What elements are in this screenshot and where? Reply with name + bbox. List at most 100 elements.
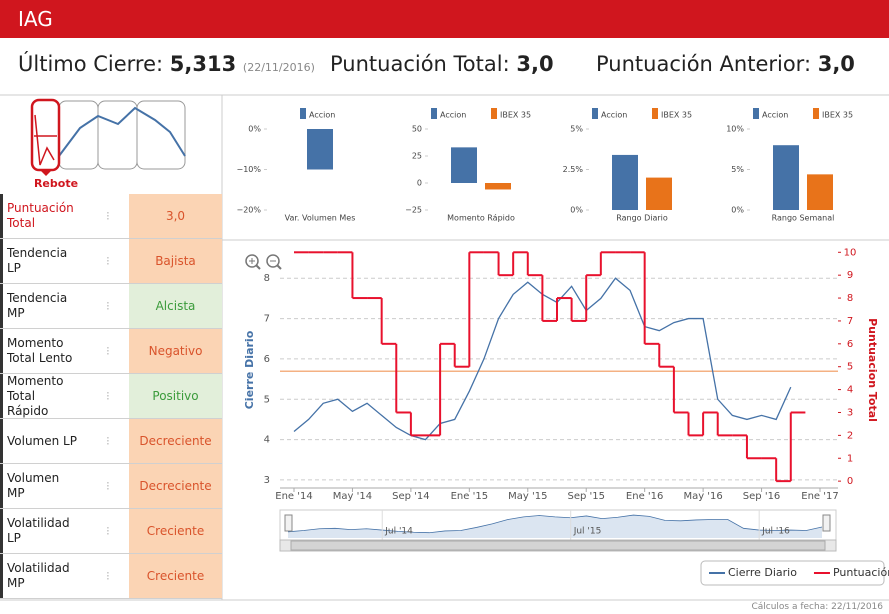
bar (451, 147, 477, 183)
indicator-label: Volumen LP (0, 419, 79, 463)
bar (612, 154, 638, 210)
y2-axis-title: Puntuacion Total (866, 318, 879, 422)
y2-tick-label: 8 (847, 293, 853, 304)
legend-box (700, 560, 885, 586)
x-tick-label: Ene '15 (451, 491, 488, 502)
date: (22/11/2016) (242, 61, 315, 74)
y-tick-label: 4 (264, 435, 270, 446)
indicator-row: Momento Total Rápido ⁝ Positivo (0, 374, 222, 419)
y-tick-label: 8 (264, 273, 270, 284)
category-label: Rango Semanal (772, 214, 835, 223)
indicator-row: Volumen MP ⁝ Decreciente (0, 464, 222, 509)
legend-label: Puntuación (833, 566, 889, 579)
y2-tick-label: 9 (847, 270, 853, 281)
indicator-row: Volatilidad MP ⁝ Creciente (0, 554, 222, 599)
y-tick-label: −10% (237, 165, 262, 174)
legend-swatch (652, 108, 658, 119)
legend-label: Accion (440, 111, 466, 120)
x-tick-label: Ene '16 (626, 491, 663, 502)
y-tick-label: 5% (731, 165, 744, 174)
legend-label: Accion (309, 111, 335, 120)
y-tick-label: 6 (264, 354, 270, 365)
y-tick-label: 5% (570, 125, 583, 134)
indicator-label: Momento Total Rápido (0, 374, 79, 418)
y2-tick-label: 1 (847, 453, 853, 464)
signal-icon (30, 98, 186, 176)
y2-tick-label: 10 (844, 247, 857, 258)
y2-tick-label: 4 (847, 385, 853, 396)
navigator-line (287, 514, 823, 534)
label: Último Cierre: (18, 52, 164, 76)
x-tick-label: Sep '16 (743, 491, 781, 502)
legend-swatch (300, 108, 306, 119)
drag-handle: ⁝ (106, 254, 110, 268)
y-tick-label: 25 (412, 152, 422, 161)
indicator-row: Momento Total Lento ⁝ Negativo (0, 329, 222, 374)
bar (646, 177, 672, 210)
indicator-value: Bajista (129, 239, 222, 283)
label: Puntuación Total: (330, 52, 510, 76)
bar (773, 145, 799, 210)
legend-swatch (431, 108, 437, 119)
drag-handle: ⁝ (106, 389, 110, 403)
x-tick-label: May '16 (683, 491, 722, 502)
y2-tick-label: 7 (847, 316, 853, 327)
legend-label: Cierre Diario (728, 566, 797, 579)
legend-label: Accion (601, 111, 627, 120)
y-tick-label: 50 (412, 125, 422, 134)
x-tick-label: Ene '14 (275, 491, 312, 502)
navigator-handle[interactable] (822, 514, 831, 532)
legend-swatch (753, 108, 759, 119)
y-tick-label: 0% (570, 206, 583, 215)
indicator-value: Negativo (129, 329, 222, 373)
legend-swatch (813, 108, 819, 119)
legend-label: IBEX 35 (500, 111, 531, 120)
value: 3,0 (817, 52, 855, 76)
footer: Cálculos a fecha: 22/11/2016 (751, 602, 883, 612)
indicator-row: Tendencia MP ⁝ Alcista (0, 284, 222, 329)
indicator-row: Puntuación Total ⁝ 3,0 (0, 194, 222, 239)
legend-label: IBEX 35 (822, 111, 853, 120)
zoom-controls[interactable] (245, 254, 282, 270)
navigator-handle[interactable] (284, 514, 293, 532)
header: IAG (0, 0, 889, 38)
y-tick-label: 0% (248, 125, 261, 134)
y2-tick-label: 0 (847, 476, 853, 487)
category-label: Momento Rápido (447, 214, 515, 223)
y2-tick-label: 2 (847, 430, 853, 441)
x-tick-label: May '14 (333, 491, 372, 502)
x-tick-label: Sep '14 (392, 491, 430, 502)
drag-handle: ⁝ (106, 479, 110, 493)
y-tick-label: 10% (726, 125, 744, 134)
indicator-value: Decreciente (129, 464, 222, 508)
header-title: IAG (18, 7, 53, 31)
legend-label: IBEX 35 (661, 111, 692, 120)
indicator-label: Puntuación Total (0, 194, 79, 238)
label: Puntuación Anterior: (596, 52, 812, 76)
bar (307, 129, 333, 170)
indicator-value: Positivo (129, 374, 222, 418)
indicator-label: Volumen MP (0, 464, 79, 508)
y-tick-label: 2.5% (563, 165, 584, 174)
y-tick-label: 0 (417, 179, 422, 188)
navigator-fill (288, 515, 822, 538)
value: 3,0 (516, 52, 554, 76)
y-axis-title: Cierre Diario (243, 330, 256, 409)
navigator-label: Jul '16 (761, 527, 790, 537)
drag-handle: ⁝ (106, 524, 110, 538)
x-tick-label: May '15 (508, 491, 547, 502)
scrollbar-thumb[interactable] (290, 540, 826, 551)
drag-handle: ⁝ (106, 434, 110, 448)
x-tick-label: Ene '17 (801, 491, 838, 502)
indicator-row: Volatilidad LP ⁝ Creciente (0, 509, 222, 554)
x-tick-label: Sep '15 (567, 491, 605, 502)
drag-handle: ⁝ (106, 569, 110, 583)
y-tick-label: 3 (264, 475, 270, 486)
y-tick-label: 7 (264, 314, 270, 325)
indicator-value: Decreciente (129, 419, 222, 463)
indicator-label: Momento Total Lento (0, 329, 79, 373)
indicator-label: Volatilidad LP (0, 509, 79, 553)
drag-handle: ⁝ (106, 344, 110, 358)
